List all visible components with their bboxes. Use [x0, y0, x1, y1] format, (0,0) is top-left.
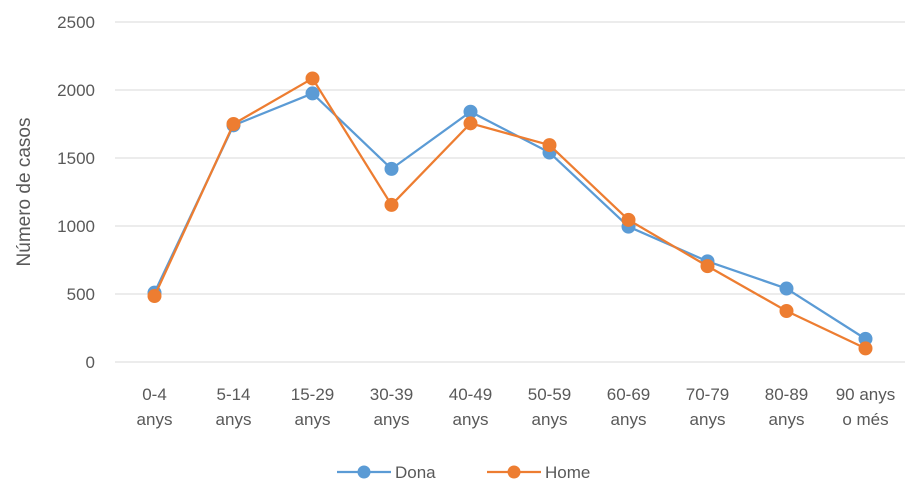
series-dona	[147, 86, 873, 346]
series-home	[147, 71, 873, 356]
x-tick-label: 60-69 anys	[607, 385, 650, 429]
x-tick-label: 80-89 anys	[765, 385, 808, 429]
data-point	[542, 138, 557, 153]
x-tick-label: 30-39 anys	[370, 385, 413, 429]
legend-entry-dona: Dona	[337, 463, 436, 482]
y-tick-label: 0	[86, 353, 95, 372]
data-point	[463, 104, 478, 119]
x-tick-label: 15-29 anys	[291, 385, 334, 429]
legend-marker	[357, 465, 371, 479]
y-tick-label: 2500	[57, 13, 95, 32]
x-tick-label: 5-14 anys	[216, 385, 252, 429]
data-point	[463, 116, 478, 131]
y-tick-label: 1500	[57, 149, 95, 168]
x-tick-label: 50-59 anys	[528, 385, 571, 429]
x-axis-ticks: 0-4 anys 5-14 anys 15-29 anys 30-39 anys 40-49 an…	[137, 385, 896, 429]
y-tick-label: 2000	[57, 81, 95, 100]
y-axis-label: Número de casos	[14, 118, 35, 267]
data-point	[779, 281, 794, 296]
x-tick-label: 70-79 anys	[686, 385, 729, 429]
legend-marker	[507, 465, 521, 479]
data-point	[226, 117, 241, 131]
legend-label: Home	[545, 463, 590, 482]
y-tick-label: 1000	[57, 217, 95, 236]
data-point	[779, 304, 794, 318]
legend-entry-home: Home	[487, 463, 590, 482]
x-tick-label: 90 anys o més	[836, 385, 896, 429]
x-tick-label: 0-4 anys	[137, 385, 173, 429]
legend: Dona Home	[337, 463, 590, 482]
data-point	[700, 259, 715, 274]
data-point	[147, 289, 162, 304]
y-axis-ticks: 0 500 1000 1500 2000 2500	[57, 13, 95, 372]
legend-label: Dona	[395, 463, 436, 482]
data-point	[305, 71, 320, 86]
data-point	[384, 197, 399, 212]
data-point	[621, 212, 636, 227]
data-point	[305, 86, 320, 101]
x-tick-label: 40-49 anys	[449, 385, 492, 429]
y-tick-label: 500	[67, 285, 95, 304]
grid-lines	[115, 21, 905, 363]
data-point	[384, 161, 399, 176]
series-line-dona	[153, 92, 867, 340]
series-layer	[147, 71, 873, 356]
data-point	[858, 341, 873, 356]
series-line-home	[153, 77, 866, 350]
